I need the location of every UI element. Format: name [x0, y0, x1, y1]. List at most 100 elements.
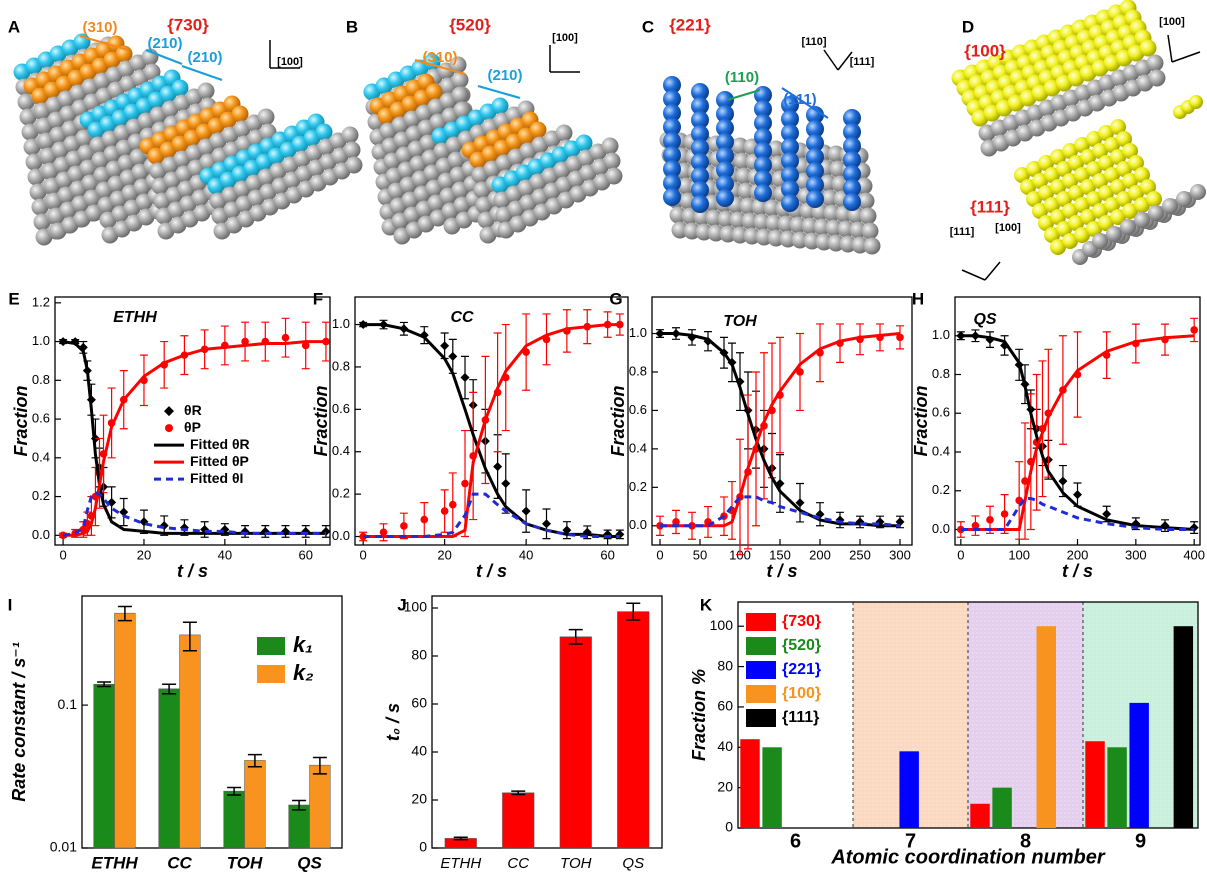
y-tick-label: 0.2: [32, 488, 50, 503]
legend-marker: [164, 406, 174, 416]
bar: [1085, 741, 1104, 828]
bar: [159, 689, 180, 848]
legend-label: Fitted θR: [190, 436, 250, 452]
bar: [115, 613, 136, 848]
model-label: B: [346, 17, 358, 36]
atom: [1146, 191, 1162, 207]
bar: [310, 765, 331, 848]
atom: [1190, 184, 1206, 200]
x-tick-label: 60: [600, 547, 614, 562]
atom: [316, 124, 333, 141]
legend-swatch: [257, 665, 285, 683]
x-tick-label: 20: [437, 547, 451, 562]
panel-title: ETHH: [113, 309, 157, 326]
atom: [344, 142, 361, 159]
legend-marker: [165, 424, 173, 432]
legend-label: {111}: [782, 709, 819, 726]
bar: [180, 635, 201, 848]
bar: [970, 804, 989, 828]
panel-letter: H: [912, 289, 924, 308]
y-tick-label: 0.6: [932, 405, 950, 420]
bar: [560, 637, 592, 848]
atom: [342, 127, 359, 144]
y-tick-label: 1.2: [32, 294, 50, 309]
bar: [502, 793, 534, 848]
panel-title: CC: [450, 309, 474, 326]
legend-swatch: [746, 709, 776, 727]
x-tick-label: 50: [693, 547, 707, 562]
legend-label: k₂: [293, 660, 314, 685]
atom: [602, 138, 619, 155]
y-tick-label: 0.4: [932, 443, 950, 458]
axis-arrow: [985, 262, 1000, 280]
model-label: [111]: [950, 226, 975, 238]
x-tick-label: ETHH: [91, 853, 138, 872]
x-tick-label: 250: [849, 547, 871, 562]
x-tick-label: 300: [889, 547, 911, 562]
panel-title: QS: [973, 311, 996, 328]
y-tick-label: 100: [404, 599, 428, 615]
y-tick-label: 0.0: [32, 527, 50, 542]
bar: [740, 739, 759, 828]
legend-label: Fitted θP: [190, 453, 249, 469]
x-axis-title: t / s: [476, 561, 507, 581]
atom: [492, 98, 509, 115]
model-label: {100}: [964, 41, 1006, 60]
atom: [604, 153, 621, 170]
x-tick-label: TOH: [227, 853, 263, 872]
x-tick-label: 0: [957, 547, 964, 562]
y-tick-label: 0.8: [932, 366, 950, 381]
figure: A{730}(310)(210)(210)[100]B{520}(310)(21…: [0, 0, 1207, 872]
y-axis-title: t₀ / s: [383, 703, 403, 741]
y-tick-label: 0.0: [932, 521, 950, 536]
bar: [289, 805, 310, 848]
x-tick-label: 150: [769, 547, 791, 562]
x-tick-label: 9: [1135, 830, 1146, 852]
atom: [576, 135, 593, 152]
y-tick-label: 0.4: [629, 440, 647, 455]
y-tick-label: 60: [717, 698, 733, 714]
atom: [1092, 233, 1108, 249]
legend-swatch: [746, 637, 776, 655]
legend-swatch: [746, 613, 776, 631]
atom: [716, 189, 734, 207]
bar: [94, 684, 115, 848]
legend-swatch: [746, 685, 776, 703]
atom: [1162, 198, 1178, 214]
data-point: [1190, 326, 1198, 334]
atom: [172, 80, 189, 97]
panel-letter: E: [8, 289, 19, 308]
legend-label: θR: [184, 402, 202, 418]
x-tick-label: 100: [1008, 547, 1030, 562]
model-label: (210): [187, 49, 222, 66]
y-axis-title: Fraction %: [689, 669, 709, 761]
x-tick-label: 0: [59, 547, 66, 562]
data-point: [986, 516, 994, 524]
x-tick-label: 0: [656, 547, 663, 562]
atom: [556, 125, 573, 142]
model-label: [110]: [801, 36, 826, 48]
data-point: [282, 334, 290, 342]
atom: [258, 109, 275, 126]
model-label: (111): [783, 91, 816, 108]
y-tick-label: 20: [411, 791, 427, 807]
axis-arrow: [1168, 35, 1172, 62]
atom: [754, 184, 772, 202]
model-label: [100]: [995, 222, 1021, 234]
x-axis-title: t / s: [177, 561, 208, 581]
y-tick-label: 0: [419, 839, 427, 855]
axis-arrow: [1172, 52, 1200, 62]
atom: [1140, 40, 1157, 57]
atom: [1147, 55, 1164, 72]
data-point: [449, 501, 457, 509]
x-tick-label: 6: [790, 830, 801, 852]
model-label: (210): [487, 67, 522, 84]
legend-swatch: [746, 661, 776, 679]
x-tick-label: ETHH: [440, 855, 481, 872]
legend-label: Fitted θI: [190, 470, 243, 486]
atom: [860, 208, 877, 225]
data-point: [1058, 477, 1067, 486]
y-tick-label: 60: [411, 695, 427, 711]
y-tick-label: 0.2: [932, 482, 950, 497]
y-axis-title: Fraction: [311, 385, 331, 456]
